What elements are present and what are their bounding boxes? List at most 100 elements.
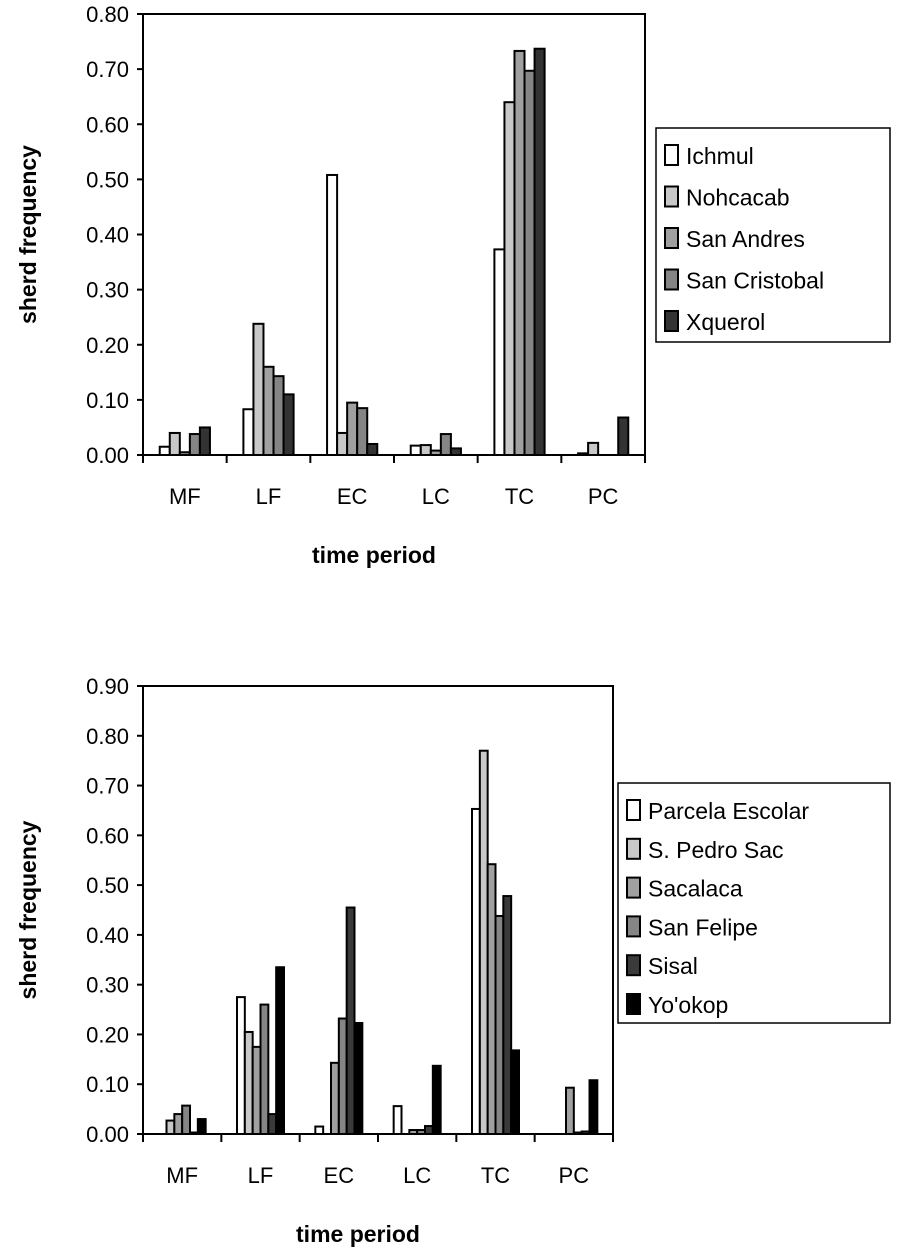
bar-yo-okop-lc — [431, 1064, 442, 1135]
bar-san-felipe-pc — [572, 1131, 583, 1136]
bar-san-andres-mf — [178, 451, 191, 456]
bar-parcela-escolar-lc — [392, 1105, 403, 1135]
y-tick-label: 0.10 — [86, 388, 129, 413]
bar-parcela-escolar-tc — [471, 807, 481, 1135]
x-tick-label: LC — [422, 484, 450, 509]
bar-xquerol-lc — [449, 447, 462, 457]
legend: Parcela Escolar S. Pedro Sac Sacalaca San F… — [617, 782, 891, 1024]
y-tick-label: 0.50 — [86, 167, 129, 192]
bar-s-pedro-sac-mf — [165, 1119, 176, 1136]
bar-xquerol-mf — [198, 426, 211, 456]
bar-nohcacab-ec — [336, 431, 349, 457]
legend-label: Sisal — [648, 953, 698, 979]
x-axis-title: time period — [296, 1221, 420, 1247]
bar-san-cristobal-mf — [188, 433, 201, 456]
bar-yo-okop-mf — [196, 1118, 207, 1135]
bar-ichmul-lf — [242, 408, 255, 456]
bar-ichmul-lc — [409, 444, 422, 457]
bar-san-andres-tc — [513, 49, 526, 457]
bar-san-felipe-lc — [416, 1129, 426, 1136]
plot-frame — [142, 13, 646, 456]
legend-swatch — [626, 915, 641, 938]
bar-san-felipe-mf — [181, 1104, 192, 1136]
y-tick-label: 0.20 — [86, 333, 129, 358]
legend-label: Yo'okop — [648, 992, 728, 1018]
chart-2: 0.00 0.10 0.20 0.30 0.40 0.50 0.60 0.70 0.80 0.90… — [15, 674, 891, 1247]
bar-nohcacab-mf — [168, 431, 181, 457]
bar-ichmul-ec — [326, 173, 339, 456]
bar-sacalaca-mf — [173, 1113, 184, 1135]
y-tick-label: 0.40 — [86, 923, 129, 948]
bar-yo-okop-tc — [510, 1049, 520, 1135]
bar-san-andres-lc — [429, 449, 442, 456]
bar-ichmul-mf — [158, 445, 171, 457]
x-tick-label: LF — [256, 484, 282, 509]
legend-label: Sacalaca — [648, 876, 743, 902]
y-tick-label: 0.90 — [86, 674, 129, 699]
x-tick-label: MF — [166, 1163, 198, 1188]
legend-swatch — [626, 837, 641, 860]
bar-san-andres-ec — [346, 401, 359, 457]
legend-label: Xquerol — [686, 309, 765, 335]
y-axis-title: sherd frequency — [15, 820, 41, 999]
x-axis-title: time period — [312, 542, 436, 568]
bar-sisal-lf — [267, 1113, 278, 1135]
bar-ichmul-pc — [577, 452, 590, 457]
legend-label: San Cristobal — [686, 268, 824, 294]
bar-sacalaca-ec — [330, 1061, 340, 1135]
bar-sisal-mf — [189, 1131, 199, 1136]
x-tick-label: LF — [248, 1163, 274, 1188]
bar-sisal-pc — [580, 1130, 591, 1135]
bar-nohcacab-lf — [252, 322, 265, 456]
legend-swatch — [626, 799, 641, 821]
bar-s-pedro-sac-lf — [243, 1030, 254, 1136]
bar-ichmul-tc — [493, 248, 506, 456]
plot-frame — [142, 685, 614, 1135]
bar-s-pedro-sac-tc — [478, 749, 489, 1135]
legend-swatch — [664, 144, 679, 166]
y-tick-label: 0.00 — [86, 443, 129, 468]
bar-sisal-ec — [345, 906, 356, 1135]
legend-box — [617, 782, 891, 1024]
bar-san-cristobal-ec — [356, 407, 369, 456]
legend-swatch — [664, 268, 679, 291]
x-tick-label: LC — [403, 1163, 431, 1188]
y-tick-label: 0.80 — [86, 724, 129, 749]
bar-san-cristobal-tc — [523, 69, 536, 456]
legend-swatch — [626, 993, 641, 1015]
bar-san-cristobal-lc — [439, 433, 452, 456]
legend-label: Parcela Escolar — [648, 798, 809, 824]
y-tick-label: 0.50 — [86, 873, 129, 898]
bar-sisal-tc — [502, 895, 513, 1135]
legend-label: San Felipe — [648, 914, 758, 940]
bar-nohcacab-pc — [587, 441, 600, 456]
x-tick-label: EC — [337, 484, 368, 509]
bar-yo-okop-pc — [588, 1079, 599, 1135]
y-tick-label: 0.30 — [86, 973, 129, 998]
bar-san-felipe-tc — [494, 914, 505, 1135]
bar-sacalaca-pc — [565, 1086, 575, 1135]
bar-san-andres-lf — [262, 365, 275, 456]
y-tick-label: 0.00 — [86, 1122, 129, 1147]
bar-sacalaca-lc — [408, 1129, 419, 1136]
y-tick-label: 0.40 — [86, 223, 129, 248]
bar-xquerol-pc — [617, 416, 630, 457]
legend-box — [655, 127, 891, 343]
x-tick-label: TC — [505, 484, 534, 509]
bar-xquerol-lf — [282, 393, 295, 456]
legend-label: Nohcacab — [686, 185, 790, 211]
bar-nohcacab-tc — [503, 101, 516, 456]
y-tick-label: 0.10 — [86, 1072, 129, 1097]
bar-san-cristobal-lf — [272, 375, 285, 457]
x-tick-label: MF — [169, 484, 201, 509]
y-tick-label: 0.80 — [86, 2, 129, 27]
legend: Ichmul Nohcacab San Andres San Cristobal Xqu… — [655, 127, 891, 343]
chart-1: 0.00 0.10 0.20 0.30 0.40 0.50 0.60 0.70 0.80 MF LF… — [15, 2, 891, 568]
bar-parcela-escolar-lf — [236, 996, 246, 1135]
legend-label: San Andres — [686, 226, 805, 252]
y-tick-label: 0.60 — [86, 112, 129, 137]
bar-san-felipe-lf — [259, 1003, 270, 1135]
y-tick-label: 0.30 — [86, 278, 129, 303]
bar-parcela-escolar-ec — [314, 1125, 325, 1135]
